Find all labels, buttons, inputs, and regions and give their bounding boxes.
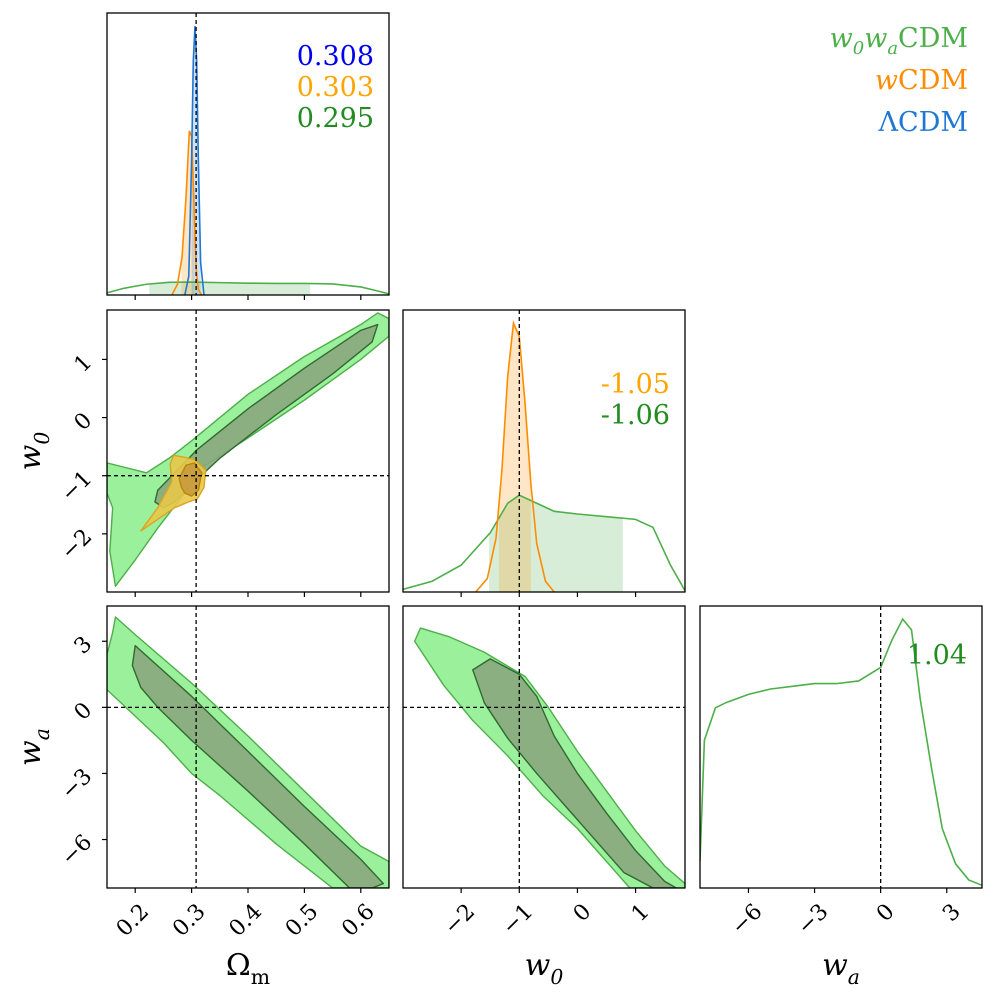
y-tick-label-wa: −3: [57, 764, 98, 805]
contour-wa-vs-w0-w0waCDM-68%: [472, 658, 677, 888]
x-tick-label-wa: 0: [872, 899, 900, 927]
x-tick-label-Om: 0.4: [225, 899, 267, 941]
y-tick-label-wa: −6: [57, 830, 98, 871]
annotation-Om-0: 0.308: [297, 41, 374, 72]
y-tick-label-w0: 0: [70, 408, 98, 436]
marginal-curve-wa-w0waCDM: [700, 617, 982, 887]
marginal-curve-Om-LCDM: [184, 26, 205, 295]
x-tick-label-wa: 3: [938, 899, 966, 927]
x-tick-label-Om: 0.6: [337, 899, 379, 941]
x-axis-label-w0: w0: [525, 948, 564, 989]
x-tick-label-Om: 0.5: [281, 899, 323, 941]
x-axis-label-Om: Ωm: [226, 948, 270, 989]
annotation-Om-2: 0.295: [297, 103, 374, 134]
x-tick-label-wa: −3: [793, 899, 834, 940]
legend-entry-1: wCDM: [875, 65, 968, 96]
panel-frame-wa-wa: [699, 605, 983, 889]
marginal-curve-w0-wCDM: [475, 319, 555, 592]
x-tick-label-wa: −6: [727, 899, 768, 940]
marginal-curve-Om-w0waCDM: [107, 281, 389, 295]
x-tick-label-w0: 1: [627, 899, 655, 927]
y-axis-label-w0: w0: [13, 432, 54, 471]
legend-entry-2: ΛCDM: [878, 107, 968, 138]
panel-frame-wa-w0: [402, 605, 686, 889]
marginal-interval-w0-w0waCDM: [489, 495, 623, 592]
x-tick-label-w0: −1: [498, 899, 539, 940]
y-tick-label-w0: −2: [57, 524, 98, 565]
marginal-curve-w0-w0waCDM: [403, 494, 685, 592]
legend-entry-0: w0waCDM: [830, 23, 968, 59]
x-tick-label-w0: 0: [569, 899, 597, 927]
annotation-w0-0: -1.05: [601, 369, 670, 400]
contour-wa-vs-Om-w0waCDM-68%: [131, 644, 385, 888]
x-tick-label-Om: 0.3: [168, 899, 210, 941]
annotation-w0-1: -1.06: [601, 400, 670, 431]
y-tick-label-wa: 3: [70, 632, 98, 660]
y-tick-label-w0: 1: [70, 350, 98, 378]
marginal-curve-Om-wCDM: [171, 130, 203, 295]
y-tick-label-wa: 0: [70, 698, 98, 726]
x-tick-label-Om: 0.2: [112, 899, 154, 941]
marginal-interval-Om-w0waCDM: [149, 282, 311, 295]
annotation-wa-0: 1.04: [907, 640, 967, 671]
y-axis-label-wa: wa: [13, 728, 54, 766]
x-axis-label-wa: wa: [822, 948, 860, 989]
annotation-Om-1: 0.303: [297, 72, 374, 103]
panel-frame-w0-w0: [402, 309, 686, 593]
x-tick-label-w0: −2: [440, 899, 481, 940]
marginal-interval-w0-wCDM: [498, 323, 531, 592]
y-tick-label-w0: −1: [57, 466, 98, 507]
